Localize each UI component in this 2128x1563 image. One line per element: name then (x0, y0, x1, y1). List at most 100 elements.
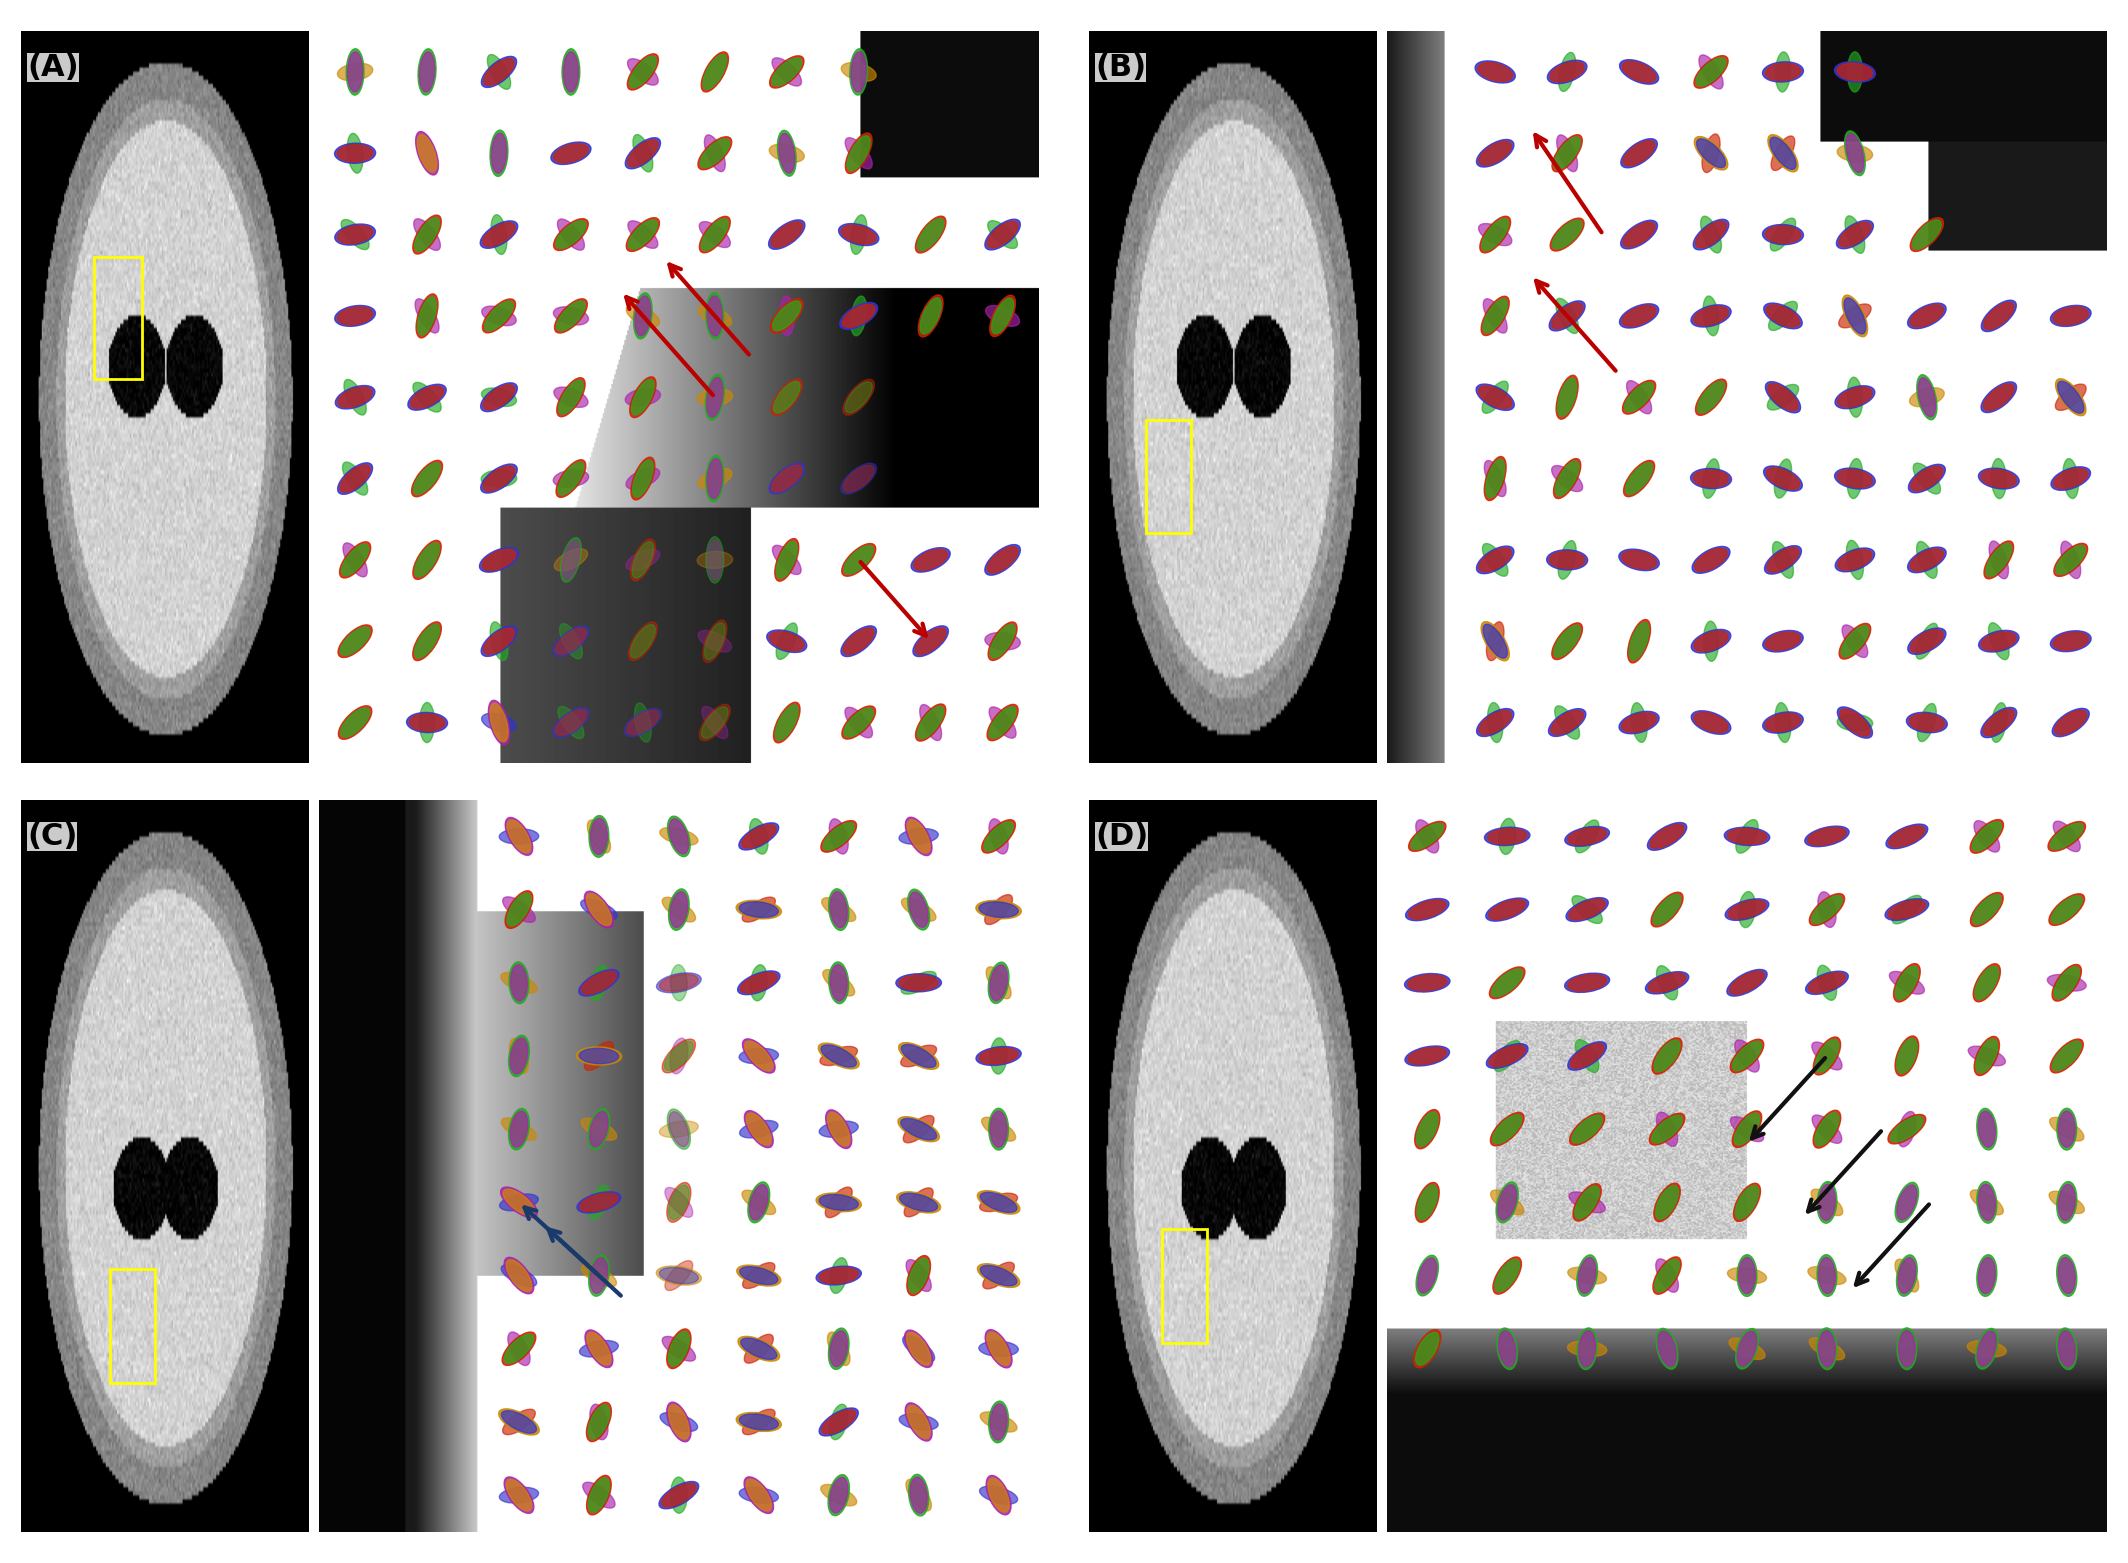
Text: (A): (A) (28, 53, 79, 83)
Ellipse shape (483, 58, 515, 86)
Ellipse shape (828, 961, 849, 1003)
Ellipse shape (502, 1189, 534, 1216)
Ellipse shape (1496, 1260, 1519, 1291)
Ellipse shape (1696, 139, 1726, 167)
Ellipse shape (1736, 819, 1758, 853)
Ellipse shape (1483, 624, 1507, 658)
Ellipse shape (824, 822, 853, 850)
Ellipse shape (1843, 295, 1868, 336)
Ellipse shape (702, 219, 728, 250)
Ellipse shape (1973, 964, 2000, 1002)
Ellipse shape (700, 216, 730, 253)
Ellipse shape (1728, 828, 1766, 844)
Ellipse shape (987, 963, 1009, 1003)
Ellipse shape (1732, 1111, 1762, 1147)
Ellipse shape (904, 817, 932, 855)
Ellipse shape (977, 900, 1021, 919)
Ellipse shape (1911, 466, 1943, 491)
Ellipse shape (1698, 381, 1724, 413)
Ellipse shape (502, 1411, 536, 1433)
Ellipse shape (1628, 619, 1651, 663)
Ellipse shape (1981, 381, 2017, 413)
Ellipse shape (1485, 1044, 1528, 1069)
Ellipse shape (338, 388, 372, 408)
Ellipse shape (558, 219, 585, 250)
Ellipse shape (1481, 622, 1509, 661)
Ellipse shape (628, 622, 658, 661)
Ellipse shape (1490, 900, 1526, 919)
Ellipse shape (851, 214, 866, 255)
Ellipse shape (1409, 900, 1447, 919)
Text: (B): (B) (1096, 53, 1147, 83)
Ellipse shape (1694, 470, 1728, 488)
Ellipse shape (821, 897, 855, 922)
Ellipse shape (768, 220, 804, 249)
Ellipse shape (772, 702, 800, 742)
Ellipse shape (821, 1485, 858, 1505)
Ellipse shape (979, 1486, 1017, 1504)
Ellipse shape (700, 139, 730, 167)
Ellipse shape (845, 133, 872, 173)
Ellipse shape (772, 545, 800, 575)
Ellipse shape (768, 144, 804, 163)
Ellipse shape (1909, 714, 1945, 731)
Ellipse shape (990, 706, 1015, 738)
Ellipse shape (706, 539, 721, 580)
Ellipse shape (581, 1264, 617, 1286)
Ellipse shape (736, 1413, 781, 1432)
Ellipse shape (745, 1111, 772, 1147)
Ellipse shape (819, 1194, 858, 1210)
Ellipse shape (668, 1185, 689, 1219)
Ellipse shape (1907, 303, 1947, 328)
Ellipse shape (1696, 58, 1726, 86)
Ellipse shape (628, 53, 658, 91)
Ellipse shape (560, 624, 583, 660)
Ellipse shape (558, 706, 583, 739)
Ellipse shape (1619, 711, 1660, 733)
Ellipse shape (1915, 624, 1939, 660)
Ellipse shape (506, 1479, 532, 1511)
Ellipse shape (1885, 824, 1928, 849)
Ellipse shape (626, 549, 660, 570)
Ellipse shape (698, 136, 732, 170)
Ellipse shape (990, 706, 1015, 738)
Ellipse shape (1498, 1330, 1515, 1366)
Ellipse shape (1992, 458, 2007, 499)
Ellipse shape (1656, 1329, 1679, 1369)
Ellipse shape (830, 1258, 847, 1293)
Ellipse shape (587, 1333, 611, 1364)
Ellipse shape (1483, 299, 1507, 333)
Ellipse shape (553, 219, 587, 250)
Ellipse shape (819, 1268, 858, 1283)
Ellipse shape (1570, 1044, 1605, 1068)
Ellipse shape (413, 541, 440, 580)
Ellipse shape (1556, 706, 1579, 739)
Ellipse shape (1483, 456, 1507, 500)
Ellipse shape (2049, 1191, 2085, 1213)
Ellipse shape (987, 220, 1017, 249)
Ellipse shape (419, 52, 434, 92)
Ellipse shape (481, 306, 517, 325)
Ellipse shape (489, 622, 509, 661)
Ellipse shape (907, 1479, 932, 1511)
Ellipse shape (1888, 900, 1926, 919)
Ellipse shape (1568, 1268, 1607, 1283)
Ellipse shape (634, 292, 651, 339)
Ellipse shape (1817, 1255, 1836, 1296)
Ellipse shape (1479, 216, 1511, 253)
Ellipse shape (668, 1110, 689, 1149)
Ellipse shape (1547, 61, 1587, 83)
Ellipse shape (747, 1182, 770, 1222)
Ellipse shape (1770, 219, 1796, 252)
Ellipse shape (553, 144, 587, 163)
Ellipse shape (1805, 827, 1849, 847)
Ellipse shape (487, 55, 511, 89)
Ellipse shape (500, 1488, 538, 1504)
Ellipse shape (766, 630, 807, 652)
Ellipse shape (1762, 630, 1802, 652)
Ellipse shape (1983, 384, 2015, 411)
Ellipse shape (743, 1189, 775, 1214)
Ellipse shape (553, 549, 587, 570)
Ellipse shape (2058, 1108, 2077, 1150)
Ellipse shape (979, 1193, 1017, 1211)
